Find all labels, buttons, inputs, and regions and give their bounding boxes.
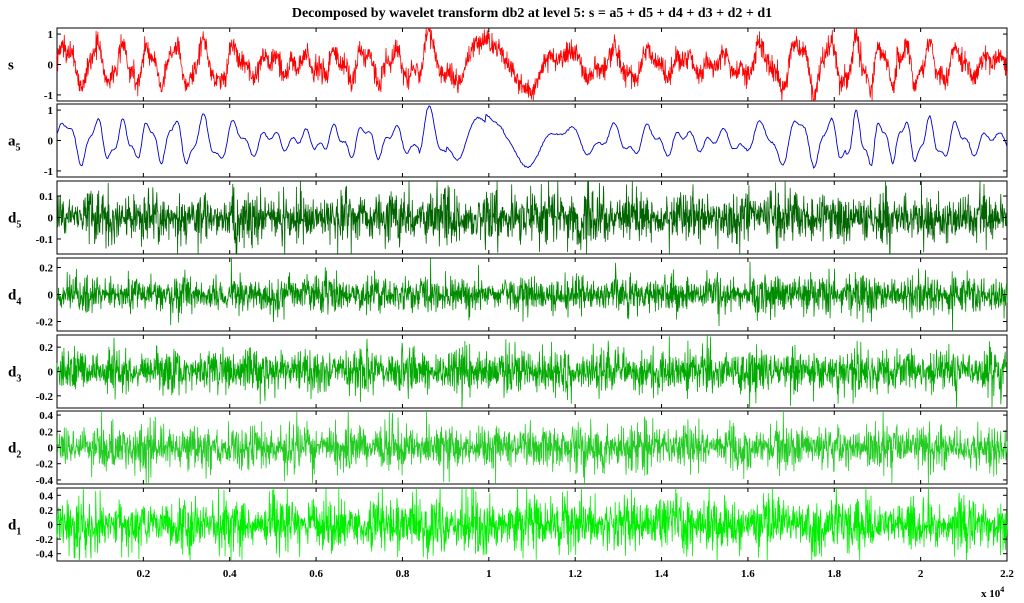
ytick-label-s: 0 xyxy=(48,60,54,72)
xtick-label: 1.2 xyxy=(568,568,582,580)
ytick-label-d1: 0.2 xyxy=(39,505,53,517)
panel-a5: 1 0 -1 a5 xyxy=(8,103,1008,178)
ytick-label-d1: -0.2 xyxy=(36,534,54,546)
ytick-label-a5: 1 xyxy=(48,105,54,117)
row-label-subscript: 4 xyxy=(16,297,21,308)
row-label-d4: d4 xyxy=(8,288,21,308)
ytick-label-d4: 0.2 xyxy=(39,262,53,274)
ytick-label-d3: 0 xyxy=(48,367,54,379)
xtick-label: 2.2 xyxy=(1000,568,1014,580)
xtick-label: 0.2 xyxy=(136,568,150,580)
ytick-label-d3: 0.2 xyxy=(39,342,53,354)
panel-s: 1 0 -1 s xyxy=(8,27,1008,102)
xtick-label: 0.6 xyxy=(309,568,323,580)
panel-frame-a5 xyxy=(56,103,1008,178)
ytick-label-d5: 0.1 xyxy=(39,191,53,203)
row-label-main: a xyxy=(8,134,16,150)
row-label-a5: a5 xyxy=(8,134,21,154)
ytick-label-d1: 0.4 xyxy=(39,490,53,502)
panel-d2: 0.4 0.2 0 -0.2 -0.4 d2 xyxy=(8,410,1008,487)
ytick-label-a5: -1 xyxy=(44,166,53,178)
x-multiplier-base: x 10 xyxy=(981,588,1001,600)
xtick-label: 2 xyxy=(918,568,924,580)
ytick-label-d1: -0.4 xyxy=(36,549,54,561)
ytick-label-d4: 0 xyxy=(48,290,54,302)
ytick-label-d4: -0.2 xyxy=(36,317,54,329)
ytick-label-s: -1 xyxy=(44,90,53,102)
panel-d4: 0.2 0 -0.2 d4 xyxy=(8,257,1008,332)
row-label-subscript: 5 xyxy=(16,143,21,154)
row-label-main: d xyxy=(8,288,17,304)
row-label-subscript: 5 xyxy=(16,220,21,231)
panel-d1: 0.4 0.2 0 -0.2 -0.4 d1 xyxy=(8,487,1008,562)
xtick-label: 1.8 xyxy=(827,568,841,580)
row-label-main: d xyxy=(8,365,17,381)
ytick-label-a5: 0 xyxy=(48,136,54,148)
row-label-main: d xyxy=(8,211,17,227)
row-label-main: d xyxy=(8,518,17,534)
ytick-label-d1: 0 xyxy=(48,520,54,532)
xtick-label: 1.6 xyxy=(741,568,755,580)
xtick-label: 0.8 xyxy=(396,568,410,580)
row-label-d5: d5 xyxy=(8,211,21,231)
x-axis: 0.2 0.4 0.6 0.8 1 1.2 1.4 1.6 1.8 2 2.2 x 104 xyxy=(136,568,1014,600)
ytick-label-d2: -0.4 xyxy=(36,475,54,487)
panel-d5: 0.1 0 -0.1 d5 xyxy=(8,180,1008,255)
panel-d3: 0.2 0 -0.2 d3 xyxy=(8,334,1008,409)
ytick-label-d2: 0.2 xyxy=(39,426,53,438)
subplot-panels: 10-1s10-1a50.10-0.1d50.20-0.2d40.20-0.2d… xyxy=(8,27,1008,562)
row-label-subscript: 1 xyxy=(16,527,21,538)
x-multiplier-exponent: 4 xyxy=(1000,585,1004,594)
chart-title: Decomposed by wavelet transform db2 at l… xyxy=(292,6,772,21)
ytick-label-d3: -0.2 xyxy=(36,391,54,403)
series-line-d1 xyxy=(56,487,1008,561)
row-label-subscript: 3 xyxy=(16,374,21,385)
series-line-s xyxy=(56,27,1008,101)
x-multiplier-label: x 104 xyxy=(981,585,1004,600)
xtick-label: 1 xyxy=(486,568,492,580)
row-label-d3: d3 xyxy=(8,365,21,385)
xtick-label: 0.4 xyxy=(223,568,237,580)
row-label-d1: d1 xyxy=(8,518,21,538)
series-line-d4 xyxy=(56,257,1008,332)
row-label-main: d xyxy=(8,441,17,457)
ytick-label-d2: 0.4 xyxy=(39,410,53,422)
row-label-main: s xyxy=(8,58,14,74)
xtick-label: 1.4 xyxy=(655,568,669,580)
series-line-a5 xyxy=(56,105,1008,169)
ytick-label-s: 1 xyxy=(48,29,54,41)
row-label-d2: d2 xyxy=(8,441,21,461)
ytick-label-d5: -0.1 xyxy=(36,234,53,246)
row-label-subscript: 2 xyxy=(16,450,21,461)
series-line-d3 xyxy=(56,334,1008,409)
row-label-s: s xyxy=(8,58,14,74)
series-line-d2 xyxy=(56,410,1008,485)
ytick-label-d5: 0 xyxy=(48,213,54,225)
ytick-label-d2: -0.2 xyxy=(36,459,54,471)
ytick-label-d2: 0 xyxy=(48,443,54,455)
series-line-d5 xyxy=(56,180,1008,255)
